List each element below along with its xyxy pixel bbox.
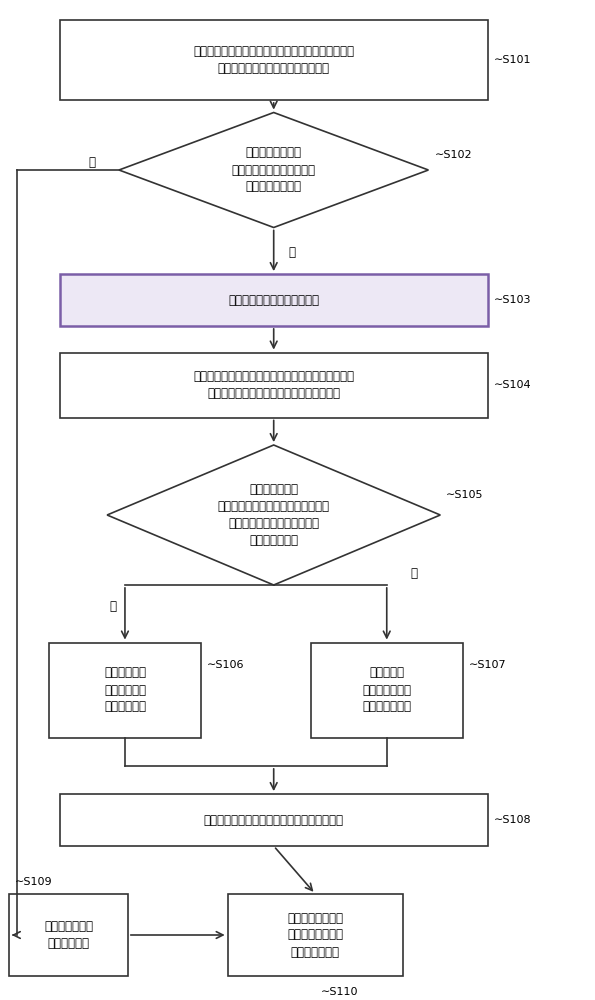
Text: 根据选择的编码模
式对当前的深度编
码单元进行编码: 根据选择的编码模 式对当前的深度编 码单元进行编码 <box>287 912 343 958</box>
Text: 继承亮度编码单
元的运动信息: 继承亮度编码单 元的运动信息 <box>44 920 93 950</box>
Text: 继承亮度编码单元的运动信息: 继承亮度编码单元的运动信息 <box>228 294 319 306</box>
Text: ∼S102: ∼S102 <box>434 150 472 160</box>
Bar <box>49 643 201 738</box>
Bar <box>60 794 488 846</box>
Text: 否: 否 <box>89 155 96 168</box>
Bar <box>9 894 128 976</box>
Bar <box>228 894 403 976</box>
Bar <box>60 20 488 100</box>
Text: ∼S106: ∼S106 <box>207 660 245 670</box>
Text: 选择继承亮度
编码单元分割
信息进行编码: 选择继承亮度 编码单元分割 信息进行编码 <box>104 666 146 714</box>
Bar <box>60 274 488 326</box>
Polygon shape <box>107 445 440 585</box>
Bar <box>311 643 463 738</box>
Text: ∼S103: ∼S103 <box>494 295 531 305</box>
Text: ∼S108: ∼S108 <box>494 815 531 825</box>
Text: ∼S109: ∼S109 <box>15 877 52 887</box>
Text: ∼S110: ∼S110 <box>321 987 359 997</box>
Text: 获取视频编码中的深度编码单元的划分深度深度编码
单元对应的亮度编码单元的划分深度: 获取视频编码中的深度编码单元的划分深度深度编码 单元对应的亮度编码单元的划分深度 <box>193 45 354 75</box>
Text: ∼S101: ∼S101 <box>494 55 531 65</box>
Text: 否: 否 <box>410 567 417 580</box>
Text: 是: 是 <box>109 600 117 613</box>
Text: 分别计算继承亮度编码单元分割信息与不继承亮度编
码单元分割信息两种编码模式的率失真代价: 分别计算继承亮度编码单元分割信息与不继承亮度编 码单元分割信息两种编码模式的率失… <box>193 370 354 400</box>
Text: 判断亮度编码单元
的划分深度是否大于深度编
码单元的划分深度: 判断亮度编码单元 的划分深度是否大于深度编 码单元的划分深度 <box>231 146 316 194</box>
Text: ∼S107: ∼S107 <box>469 660 506 670</box>
Text: 根据选择的编码模式编码分割信息继承标志位: 根据选择的编码模式编码分割信息继承标志位 <box>203 814 344 826</box>
Polygon shape <box>119 112 428 228</box>
Text: ∼S105: ∼S105 <box>446 490 484 500</box>
Text: 是: 是 <box>288 245 295 258</box>
Text: 选择不继承
亮度编码单元分
割信息进行编码: 选择不继承 亮度编码单元分 割信息进行编码 <box>362 666 411 714</box>
Bar <box>60 353 488 418</box>
Text: ∼S104: ∼S104 <box>494 380 531 390</box>
Text: 判断继承亮度编
码单元分割信息的率失真代价是否小
于不继承亮度编码单元分割信
息的率失真代价: 判断继承亮度编 码单元分割信息的率失真代价是否小 于不继承亮度编码单元分割信 息… <box>218 483 330 547</box>
